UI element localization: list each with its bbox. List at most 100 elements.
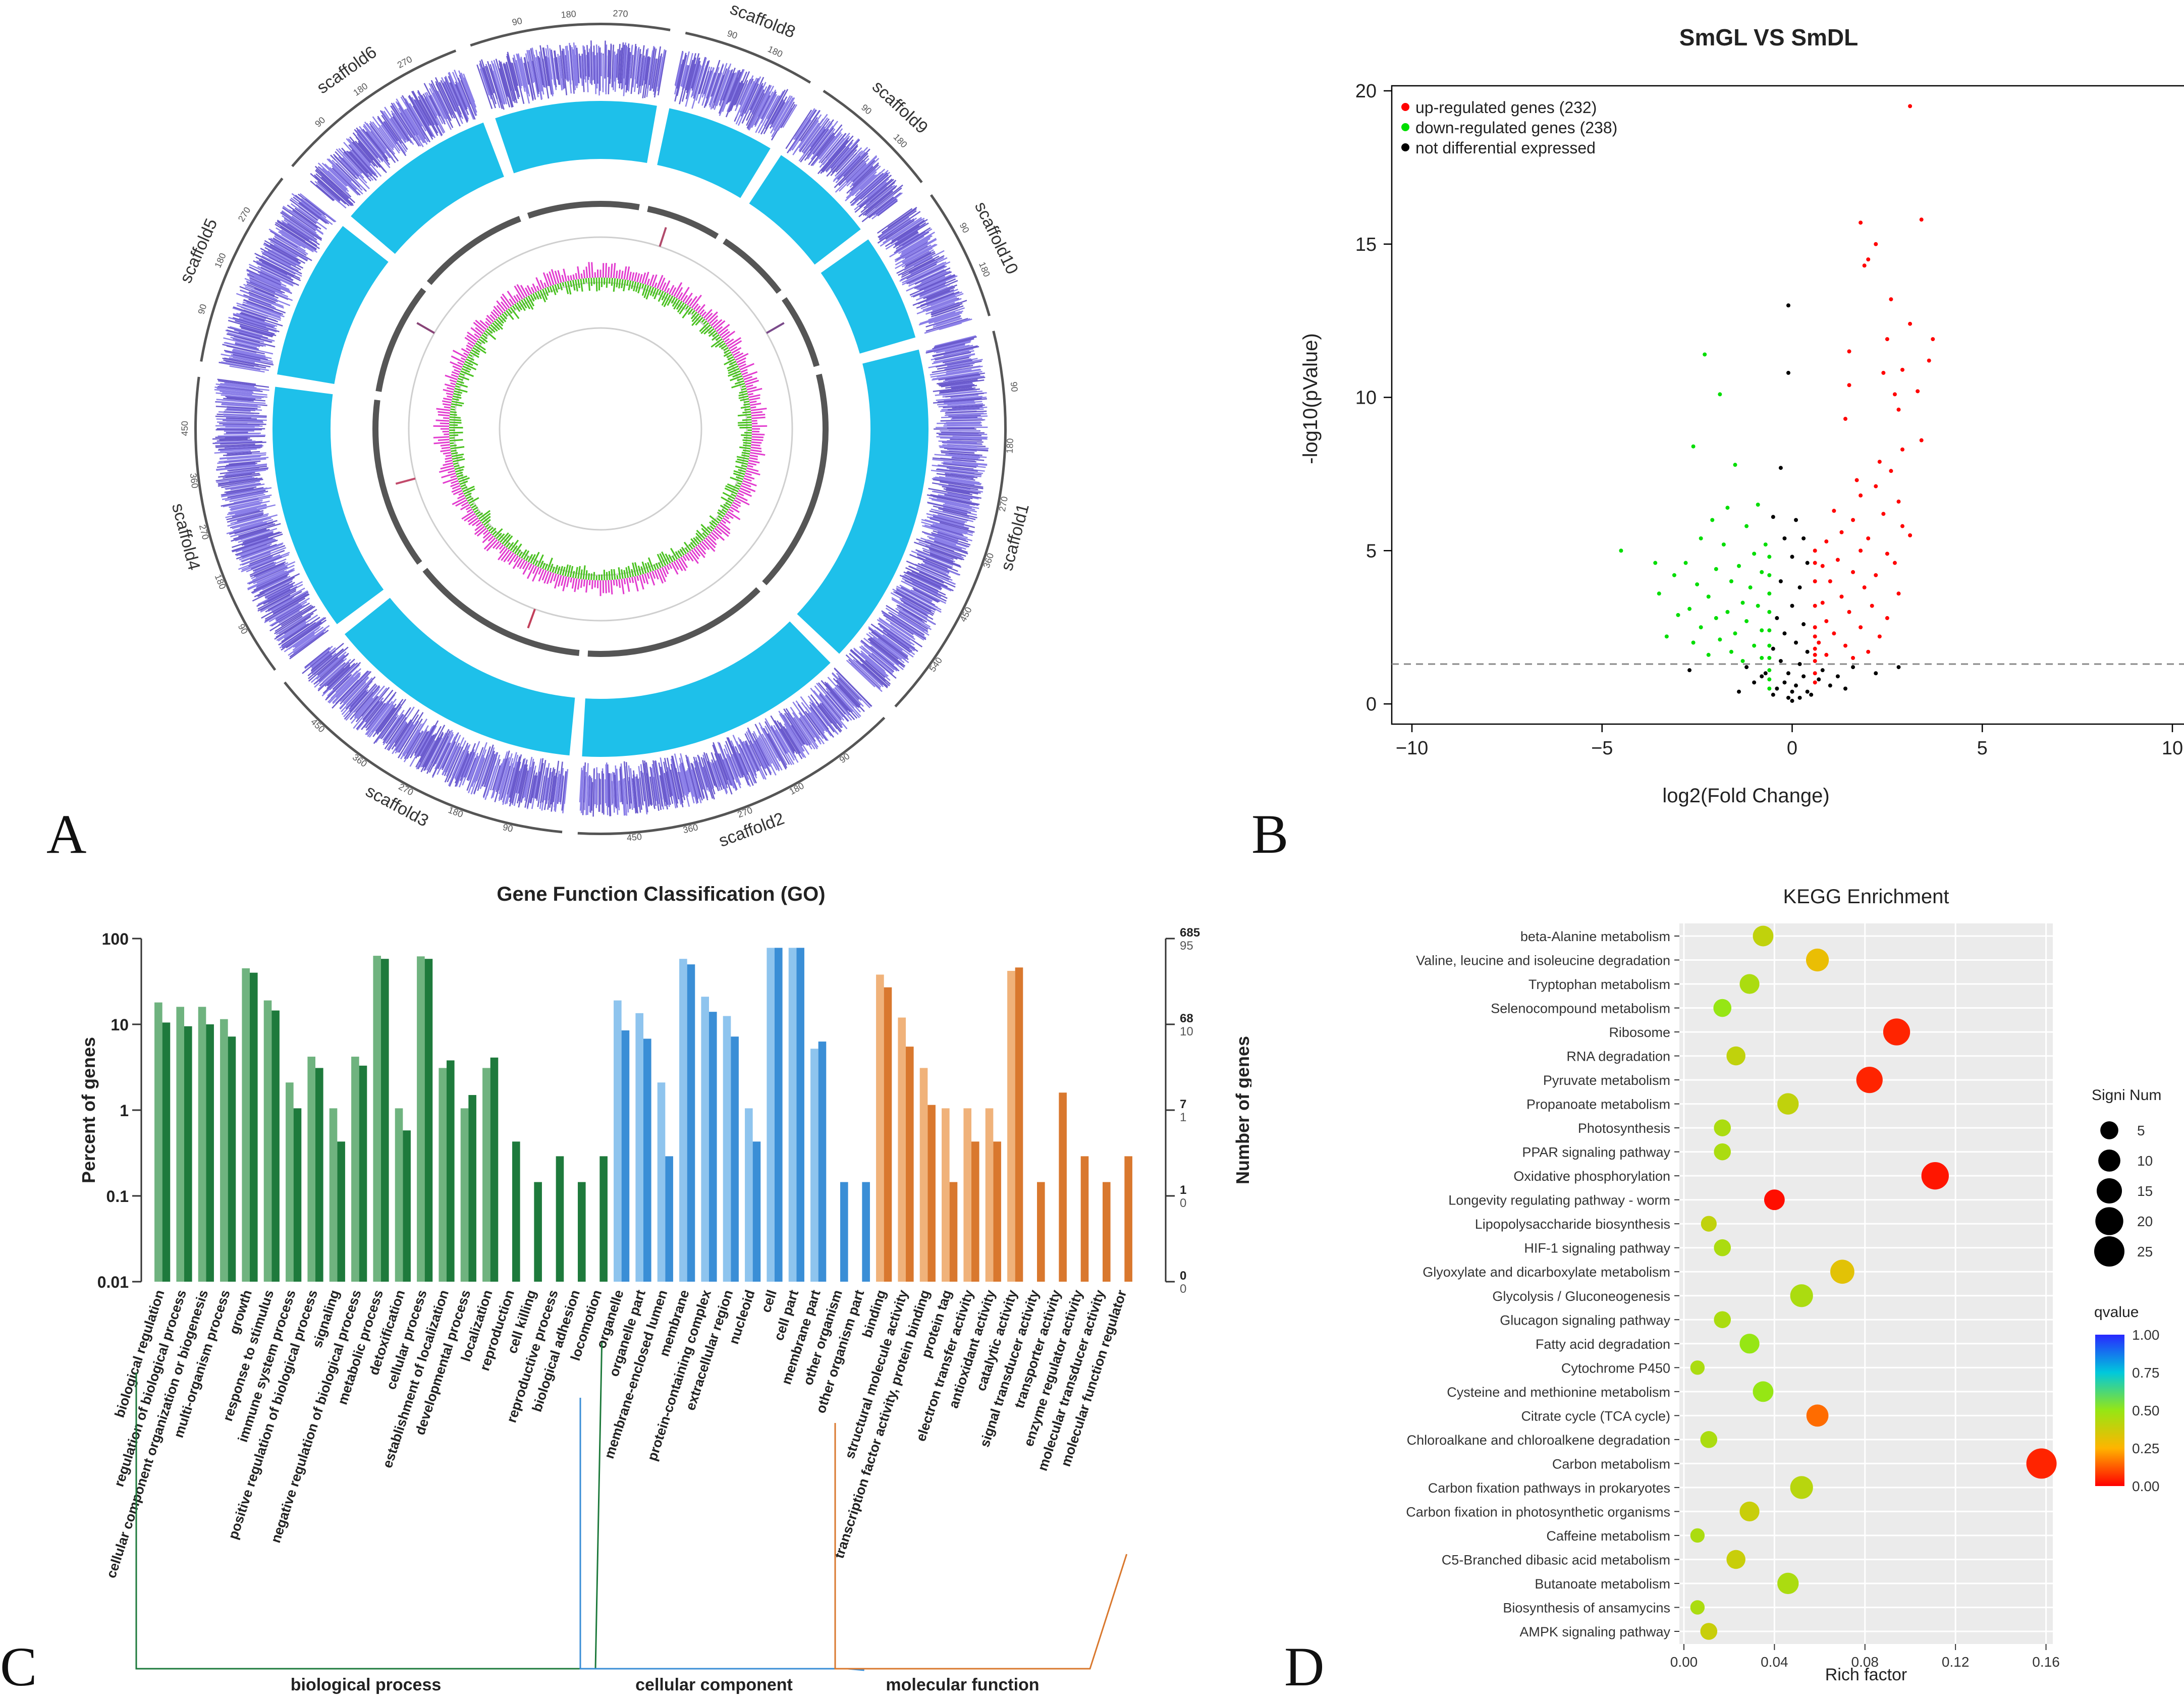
gc-skew-mark (462, 365, 471, 371)
gene-density-stripe (825, 139, 854, 172)
gene-density-stripe (632, 778, 637, 814)
gene-density-stripe (885, 220, 915, 240)
gene-density-stripe (701, 67, 713, 98)
gene-density-stripe (349, 690, 367, 710)
gene-density-stripe (659, 775, 666, 806)
gene-density-stripe (679, 772, 686, 796)
gene-density-stripe (923, 284, 958, 299)
gene-density-stripe (509, 754, 522, 802)
gene-density-stripe (251, 562, 289, 579)
gene-density-stripe (444, 77, 462, 115)
gene-density-stripe (356, 700, 380, 730)
gc-skew-mark (727, 483, 740, 490)
go-bar-dark (315, 1068, 323, 1282)
gene-density-stripe (820, 135, 854, 174)
go-bar-pair (919, 1068, 936, 1282)
kegg-bubble (1701, 1216, 1717, 1232)
kegg-plot-bg (1679, 923, 2053, 1644)
gene-density-stripe (248, 263, 293, 286)
gene-density-stripe (883, 614, 914, 635)
gene-density-stripe (410, 725, 429, 755)
gene-density-stripe (754, 740, 772, 774)
gene-density-stripe (271, 249, 299, 266)
go-bar-dark (1103, 1182, 1111, 1282)
gene-density-stripe (952, 416, 978, 419)
point-up (1851, 518, 1855, 522)
gene-density-stripe (372, 707, 395, 737)
gc-skew-mark (646, 279, 650, 286)
gc-skew-mark (450, 475, 457, 479)
gene-density-stripe (551, 49, 557, 88)
gc-skew-mark (591, 262, 593, 278)
gc-skew-mark (615, 579, 618, 586)
gene-density-stripe (920, 537, 959, 552)
gene-density-stripe (895, 238, 937, 262)
gene-density-stripe (267, 585, 294, 599)
gene-density-stripe (457, 77, 476, 120)
gc-skew-mark (456, 382, 468, 388)
gene-density-stripe (660, 766, 669, 805)
gene-density-stripe (218, 472, 255, 478)
y-tick-label: 5 (1366, 540, 1377, 562)
gene-density-stripe (918, 541, 964, 559)
gene-density-stripe (906, 263, 937, 280)
gene-density-stripe (808, 132, 835, 166)
gene-density-stripe (524, 57, 534, 99)
gene-density-stripe (494, 750, 510, 802)
gc-skew-mark (471, 505, 476, 509)
gene-density-stripe (215, 383, 269, 391)
gene-density-stripe (392, 116, 410, 141)
panel-label-b: B (1251, 803, 1289, 865)
gc-skew-mark (707, 535, 717, 545)
gene-density-stripe (789, 119, 812, 152)
gc-skew-mark (678, 558, 687, 571)
gene-density-stripe (259, 273, 287, 287)
go-bar-light (723, 1016, 731, 1282)
gene-density-stripe (698, 60, 710, 94)
gc-skew-mark (742, 371, 758, 378)
gene-density-stripe (234, 494, 272, 504)
gene-density-stripe (938, 440, 977, 444)
gene-density-stripe (290, 197, 319, 220)
gene-density-stripe (916, 298, 957, 314)
go-y2-tick-top: 1 (1180, 1183, 1186, 1197)
gene-density-stripe (835, 151, 866, 184)
gene-density-stripe (836, 673, 870, 708)
gc-skew-mark (502, 293, 512, 307)
gc-skew-mark (541, 570, 547, 581)
gene-density-stripe (229, 357, 255, 364)
gene-density-stripe (932, 365, 973, 373)
gene-density-stripe (260, 247, 301, 270)
go-y-tick-label: 100 (102, 930, 129, 948)
gc-skew-mark (740, 484, 756, 492)
gene-density-stripe (945, 374, 980, 381)
gene-density-stripe (230, 525, 268, 537)
gene-density-stripe (716, 70, 730, 106)
gc-skew-mark (449, 416, 461, 419)
gene-density-stripe (249, 279, 283, 294)
gene-density-stripe (341, 680, 373, 715)
gene-density-stripe (780, 728, 795, 752)
gene-density-stripe (224, 411, 260, 414)
gene-density-stripe (383, 714, 405, 745)
point-ns (1775, 686, 1779, 691)
gene-density-stripe (851, 157, 880, 185)
gene-density-stripe (248, 272, 291, 292)
gc-skew-mark (702, 532, 707, 538)
gc-skew-mark (496, 532, 502, 539)
scaffold-tick-label: 180 (447, 805, 464, 819)
gene-density-stripe (870, 637, 899, 660)
gene-density-stripe (836, 149, 852, 167)
kegg-pathway-label: Chloroalkane and chloroalkene degradatio… (1407, 1433, 1670, 1448)
gene-density-stripe (249, 281, 276, 293)
gene-density-stripe (869, 180, 897, 203)
point-down (1763, 542, 1768, 547)
gc-skew-mark (623, 279, 626, 292)
gc-skew-mark (658, 562, 662, 568)
gc-skew-mark (452, 395, 462, 399)
scaffold-label: scaffold4 (168, 501, 204, 572)
gene-density-stripe (452, 72, 468, 107)
gc-skew-mark (631, 577, 634, 583)
gene-density-stripe (922, 561, 950, 573)
gc-skew-mark (512, 557, 521, 569)
